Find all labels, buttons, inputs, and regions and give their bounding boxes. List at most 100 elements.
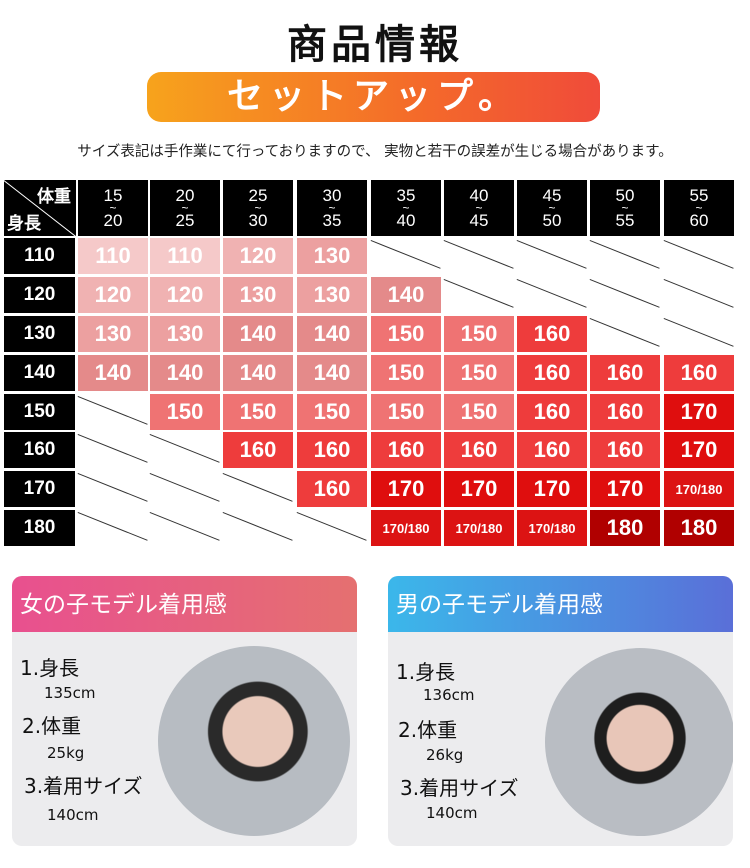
weight-column-header: 50 ~55	[590, 180, 660, 236]
size-cell: 130	[223, 277, 293, 313]
empty-cell-slash	[296, 512, 367, 541]
height-row-header: 130	[4, 316, 75, 352]
size-cell: 170	[444, 471, 514, 507]
weight-range-text: ~	[254, 200, 262, 215]
height-label: 1.身長	[396, 660, 456, 684]
weight-range-text: 45	[542, 185, 562, 205]
empty-cell-slash	[663, 279, 734, 308]
weight-column-header: 20 ~25	[150, 180, 220, 236]
weight-column-header: 35 ~40	[371, 180, 441, 236]
height-value: 135cm	[44, 684, 96, 702]
empty-cell-slash	[77, 396, 148, 425]
height-row-header: 150	[4, 394, 75, 430]
size-cell: 160	[297, 471, 367, 507]
empty-cell-slash	[589, 318, 660, 347]
size-cell: 160	[371, 432, 441, 468]
size-cell: 160	[590, 355, 660, 391]
product-banner: セットアップ。	[147, 72, 600, 122]
size-cell: 120	[150, 277, 220, 313]
size-cell: 140	[371, 277, 441, 313]
size-cell: 160	[297, 432, 367, 468]
page-title: 商品情報	[287, 21, 463, 68]
card-title: 男の子モデル着用感	[388, 576, 733, 632]
weight-range-text: ~	[695, 200, 703, 215]
empty-cell-slash	[516, 240, 587, 269]
size-cell: 170/180	[444, 510, 514, 546]
boy-model-card: 男の子モデル着用感 1.身長 136cm 2.体重 26kg 3.着用サイズ 1…	[388, 576, 733, 846]
weight-range-text: 20	[103, 210, 123, 230]
size-cell: 140	[223, 316, 293, 352]
weight-range-text: 35	[396, 185, 416, 205]
girl-model-photo	[158, 646, 350, 836]
size-cell: 150	[150, 394, 220, 430]
empty-cell-slash	[663, 240, 734, 269]
size-label: 3.着用サイズ	[400, 776, 519, 800]
weight-column-header: 25 ~30	[223, 180, 293, 236]
size-cell: 130	[78, 316, 148, 352]
height-value: 136cm	[423, 686, 475, 704]
size-value: 140cm	[47, 806, 99, 824]
girl-model-card: 女の子モデル着用感 1.身長 135cm 2.体重 25kg 3.着用サイズ 1…	[12, 576, 357, 846]
weight-range-text: 35	[322, 210, 342, 230]
size-cell: 160	[517, 432, 587, 468]
size-cell: 150	[371, 316, 441, 352]
size-cell: 170/180	[371, 510, 441, 546]
weight-range-text: 25	[175, 210, 195, 230]
empty-cell-slash	[516, 279, 587, 308]
weight-column-header: 40 ~45	[444, 180, 514, 236]
size-cell: 120	[78, 277, 148, 313]
empty-cell-slash	[443, 279, 514, 308]
weight-range-text: 15	[103, 185, 123, 205]
weight-value: 25kg	[47, 744, 85, 762]
empty-cell-slash	[443, 240, 514, 269]
size-cell: 160	[444, 432, 514, 468]
height-row-header: 180	[4, 510, 75, 546]
weight-range-text: ~	[475, 200, 483, 215]
weight-column-header: 55 ~60	[664, 180, 734, 236]
weight-range-text: 50	[615, 185, 635, 205]
height-row-header: 160	[4, 432, 75, 468]
empty-cell-slash	[222, 473, 293, 502]
empty-cell-slash	[370, 240, 441, 269]
size-cell: 160	[517, 394, 587, 430]
size-cell: 140	[223, 355, 293, 391]
size-label: 3.着用サイズ	[24, 774, 143, 798]
size-cell: 140	[297, 355, 367, 391]
size-cell: 130	[297, 277, 367, 313]
weight-column-header: 30 ~35	[297, 180, 367, 236]
weight-range-text: 55	[689, 185, 709, 205]
empty-cell-slash	[589, 240, 660, 269]
size-cell: 160	[590, 394, 660, 430]
size-cell: 160	[517, 316, 587, 352]
weight-range-text: 30	[248, 210, 268, 230]
size-cell: 150	[371, 355, 441, 391]
weight-range-text: ~	[621, 200, 629, 215]
size-cell: 140	[297, 316, 367, 352]
size-cell: 170	[664, 394, 734, 430]
size-cell: 150	[444, 316, 514, 352]
weight-range-text: 55	[615, 210, 635, 230]
size-cell: 160	[517, 355, 587, 391]
weight-label: 2.体重	[22, 714, 82, 738]
weight-column-header: 15 ~20	[78, 180, 148, 236]
table-corner: 体重 身長	[4, 180, 76, 236]
height-row-header: 120	[4, 277, 75, 313]
size-cell: 150	[297, 394, 367, 430]
size-cell: 150	[444, 394, 514, 430]
size-cell: 170	[664, 432, 734, 468]
height-row-header: 170	[4, 471, 75, 507]
size-cell: 150	[371, 394, 441, 430]
weight-range-text: 30	[322, 185, 342, 205]
empty-cell-slash	[77, 512, 148, 541]
card-title: 女の子モデル着用感	[12, 576, 357, 632]
weight-column-header: 45 ~50	[517, 180, 587, 236]
empty-cell-slash	[222, 512, 293, 541]
empty-cell-slash	[77, 473, 148, 502]
size-cell: 160	[223, 432, 293, 468]
size-cell: 110	[150, 238, 220, 274]
empty-cell-slash	[149, 512, 220, 541]
size-value: 140cm	[426, 804, 478, 822]
height-label: 1.身長	[20, 656, 80, 680]
weight-range-text: 20	[175, 185, 195, 205]
size-cell: 180	[590, 510, 660, 546]
